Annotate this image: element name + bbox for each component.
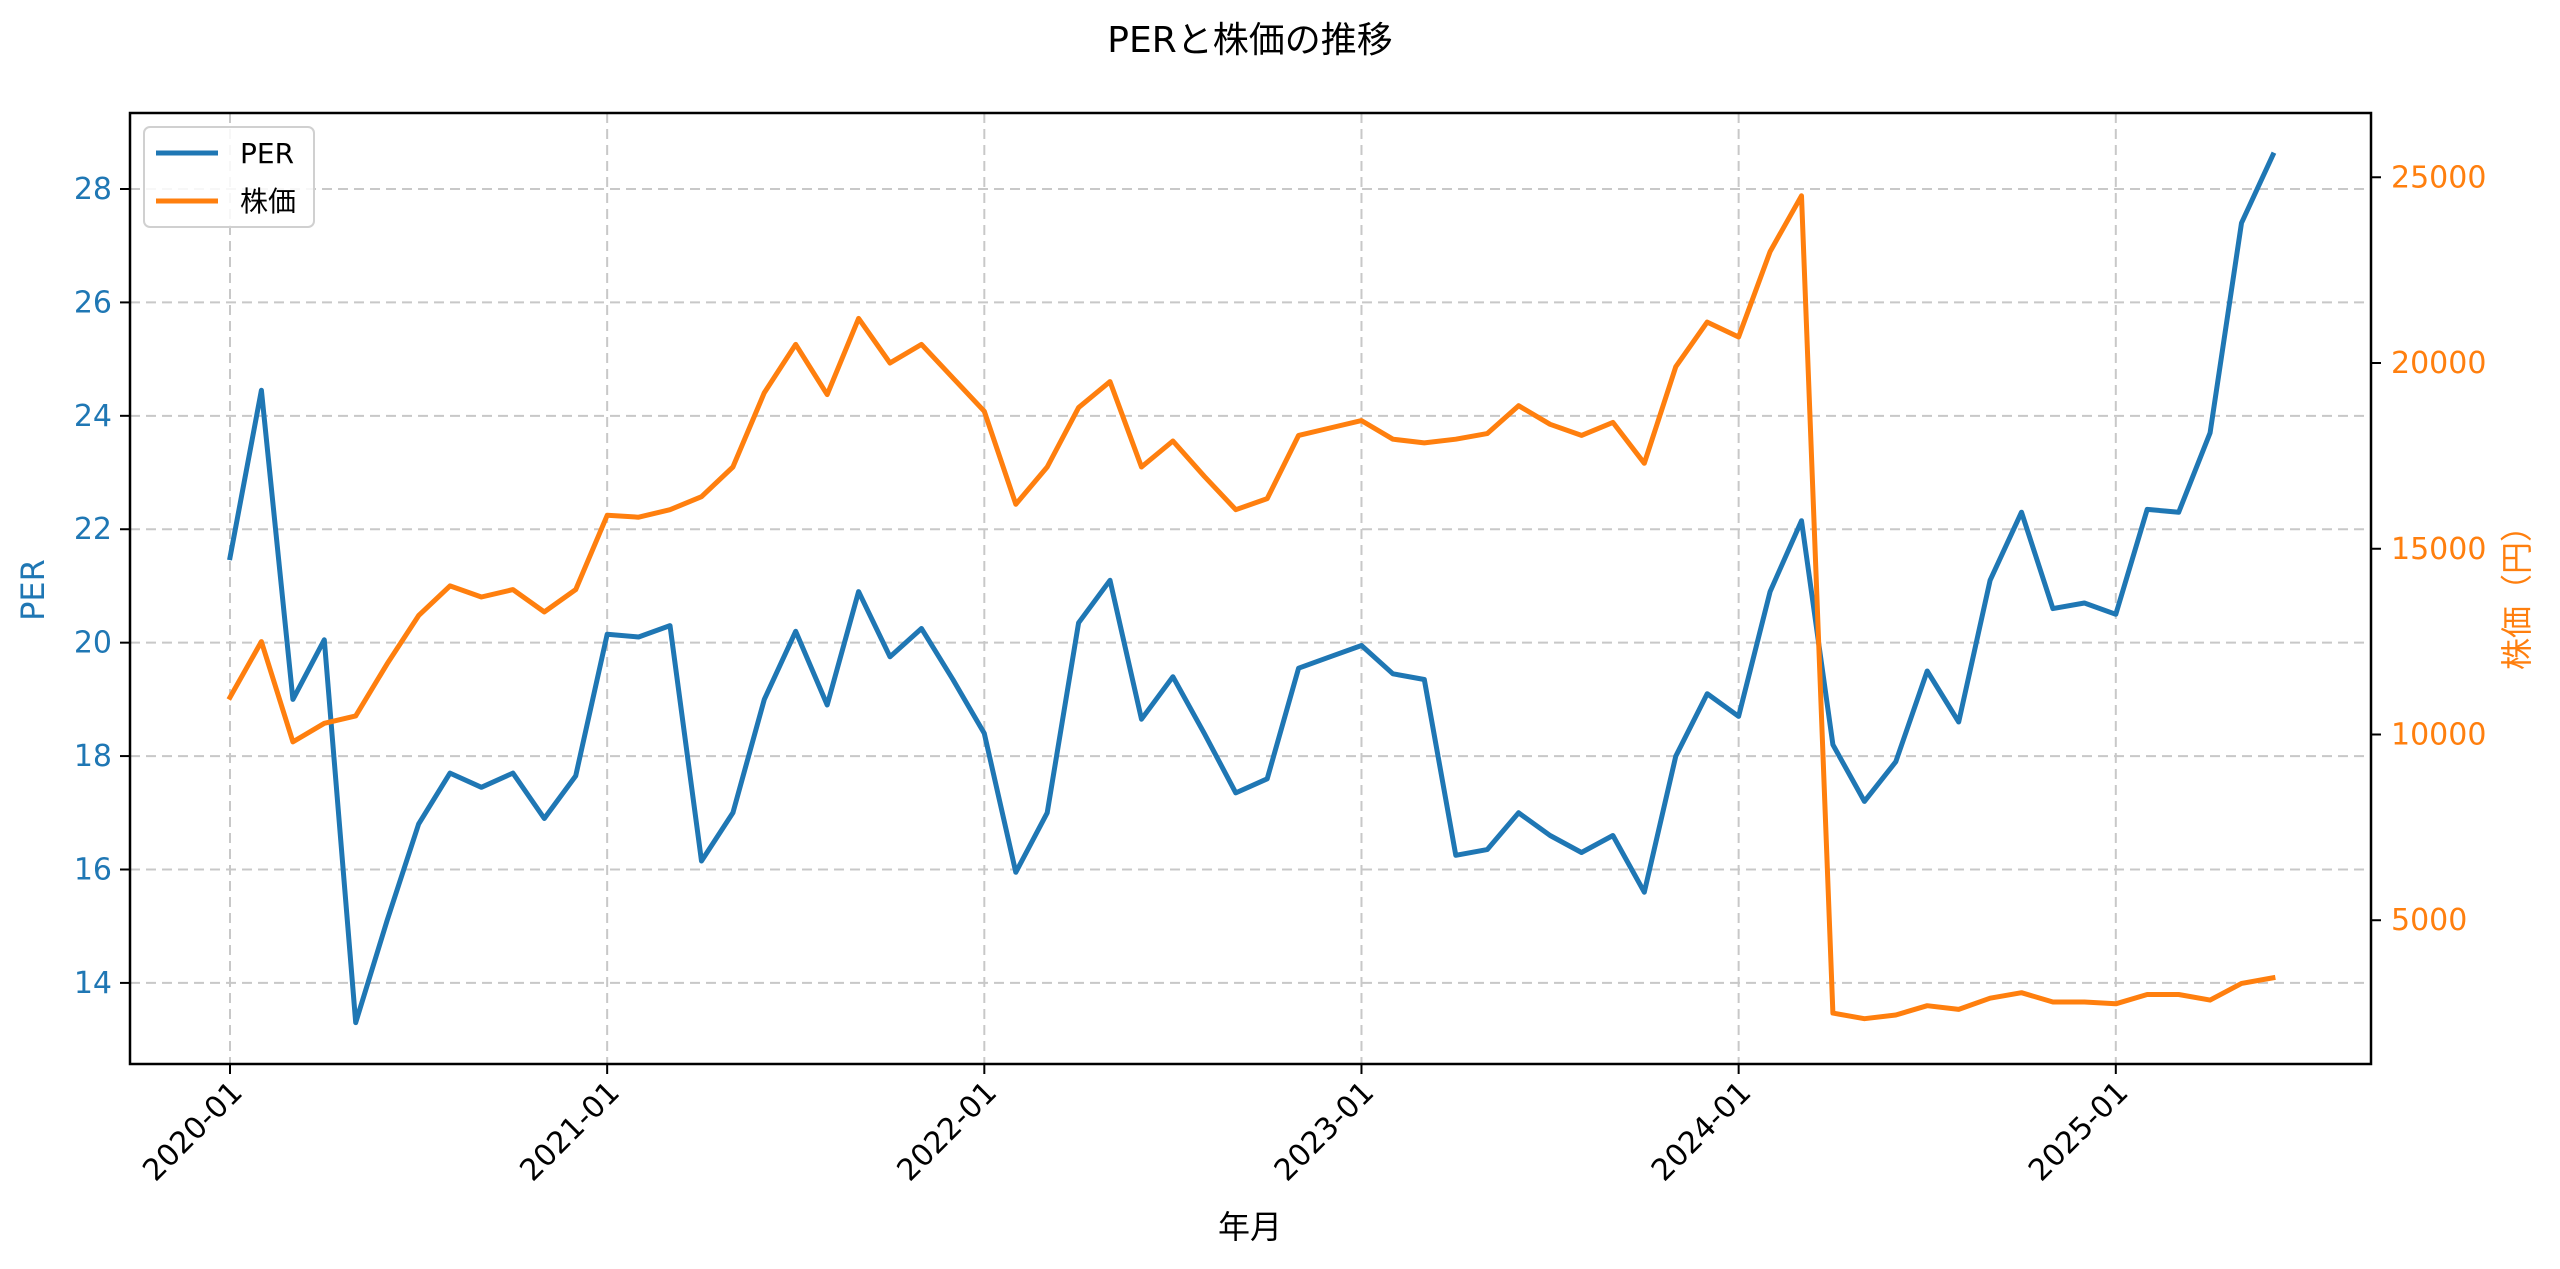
legend: PER 株価 bbox=[143, 126, 315, 228]
grid-lines bbox=[130, 113, 2371, 1064]
right-tick-label: 5000 bbox=[2391, 903, 2467, 938]
left-y-axis: 14 16 18 20 22 24 26 28 bbox=[74, 172, 130, 1001]
left-y-axis-label: PER bbox=[14, 559, 52, 621]
left-tick-label: 22 bbox=[74, 512, 112, 547]
right-y-axis: 5000 10000 15000 20000 25000 bbox=[2371, 160, 2486, 938]
x-tick-label: 2021-01 bbox=[513, 1075, 626, 1188]
right-tick-label: 20000 bbox=[2391, 346, 2486, 381]
x-axis: 2020-01 2021-01 2022-01 2023-01 2024-01 2025-… bbox=[136, 1064, 2135, 1188]
x-axis-label: 年月 bbox=[1218, 1208, 1282, 1246]
x-tick-label: 2024-01 bbox=[1645, 1075, 1758, 1188]
right-tick-label: 15000 bbox=[2391, 532, 2486, 567]
price-line bbox=[226, 193, 2276, 1022]
plot-frame bbox=[128, 111, 2373, 1066]
per-line bbox=[227, 151, 2277, 1026]
data-series bbox=[226, 151, 2277, 1026]
left-tick-label: 14 bbox=[74, 966, 112, 1001]
left-tick-label: 26 bbox=[74, 285, 112, 320]
x-tick-label: 2020-01 bbox=[136, 1075, 249, 1188]
left-tick-label: 20 bbox=[74, 626, 112, 661]
left-tick-label: 18 bbox=[74, 739, 112, 774]
legend-label-price: 株価 bbox=[240, 185, 296, 218]
legend-label-per: PER bbox=[240, 137, 294, 170]
left-tick-label: 24 bbox=[74, 399, 112, 434]
left-tick-label: 28 bbox=[74, 172, 112, 207]
x-tick-label: 2025-01 bbox=[2022, 1075, 2135, 1188]
right-tick-label: 25000 bbox=[2391, 160, 2486, 195]
chart-title: PERと株価の推移 bbox=[1107, 20, 1392, 61]
x-tick-label: 2023-01 bbox=[1268, 1075, 1381, 1188]
x-tick-label: 2022-01 bbox=[891, 1075, 1004, 1188]
left-tick-label: 16 bbox=[74, 852, 112, 887]
right-tick-label: 10000 bbox=[2391, 717, 2486, 752]
right-y-axis-label: 株価（円） bbox=[2498, 510, 2536, 670]
